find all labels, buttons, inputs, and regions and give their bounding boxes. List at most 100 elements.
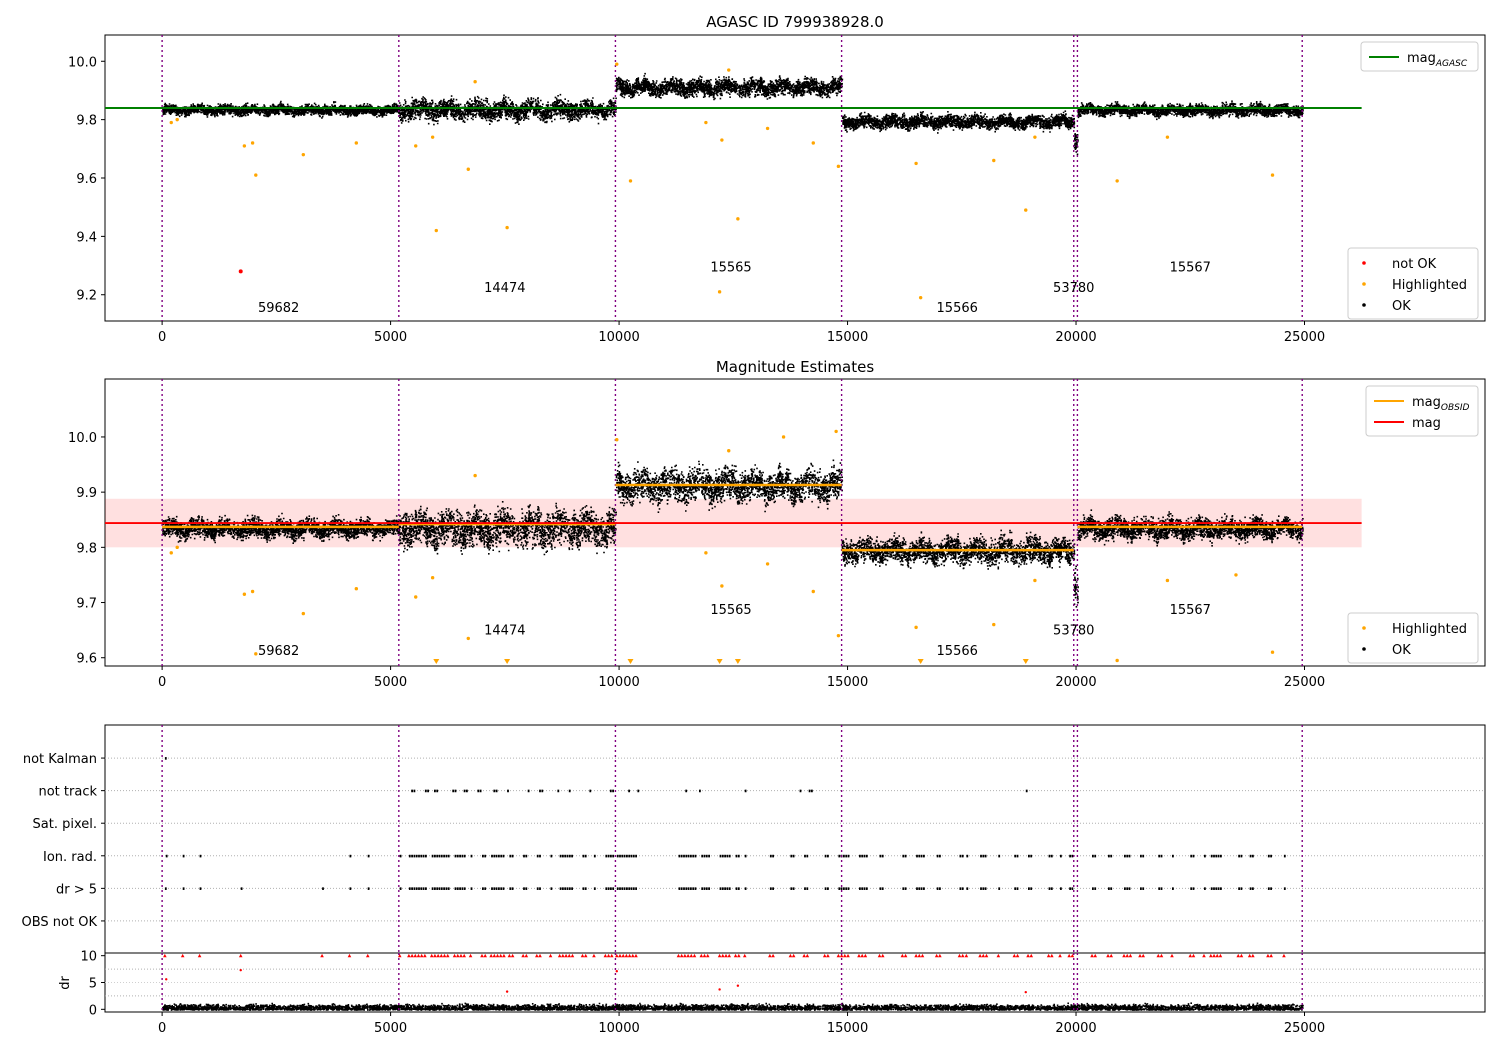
flag-point	[790, 887, 793, 890]
dr-clipped-point	[724, 953, 728, 958]
flag-point	[843, 854, 845, 858]
flag-point	[566, 887, 569, 890]
dr-clipped-point	[197, 953, 202, 958]
legend-dot-marker	[1362, 261, 1366, 265]
dr-clipped-point	[1026, 953, 1030, 958]
flag-point	[628, 887, 631, 890]
obsid-label: 15565	[710, 260, 751, 275]
flag-point	[1283, 854, 1286, 858]
flag-point	[728, 854, 731, 858]
highlighted-point	[414, 144, 418, 148]
flag-point	[425, 887, 427, 890]
dr-clipped-point	[1128, 953, 1133, 958]
dr-clipped-point	[627, 953, 632, 958]
dr-clipped-point	[692, 953, 697, 958]
dr-clipped-point	[570, 953, 575, 958]
dr-clipped-point	[934, 953, 939, 958]
y-tick-label: 9.6	[76, 172, 97, 187]
flag-point	[584, 887, 587, 890]
flag-point	[902, 887, 905, 890]
flag-point	[411, 887, 413, 890]
dr-clipped-point	[791, 953, 796, 958]
flag-point	[456, 854, 459, 858]
dr-clipped-point	[1070, 953, 1075, 958]
highlighted-point	[242, 592, 247, 596]
highlighted-point	[727, 449, 731, 453]
highlighted-point	[250, 141, 255, 145]
dr-clipped-point	[410, 953, 414, 958]
flag-point	[1048, 854, 1051, 858]
dr-clipped-point	[826, 953, 830, 958]
flag-point	[482, 854, 484, 858]
dr-clipped-point	[634, 953, 638, 958]
ok-points-segment	[615, 459, 844, 513]
flag-point	[843, 887, 845, 890]
x-tick-label: 20000	[1055, 675, 1096, 690]
flag-point	[1140, 854, 1142, 858]
flag-point	[827, 887, 829, 890]
flag-point	[628, 854, 631, 858]
highlighted-point	[430, 575, 435, 580]
dr-clipped-point	[938, 953, 942, 958]
dr-clipped-point	[445, 953, 450, 958]
flag-point	[744, 854, 747, 858]
flag-point	[584, 854, 587, 858]
dr-clipped-point	[347, 953, 352, 958]
dr-clipped-point	[914, 953, 918, 958]
highlighted-point	[836, 164, 841, 169]
x-tick-label: 5000	[374, 330, 407, 345]
flag-point	[1210, 887, 1213, 890]
flag-point	[1267, 854, 1270, 858]
x-tick-label: 25000	[1284, 1021, 1325, 1036]
flag-point	[1220, 887, 1222, 890]
dr-clipped-point	[583, 953, 588, 958]
dr-clipped-point	[1015, 953, 1020, 958]
flag-point	[493, 789, 496, 793]
flag-point	[918, 887, 921, 890]
dr-clipped-point	[1282, 953, 1286, 958]
flag-point	[923, 887, 925, 890]
flag-point	[495, 789, 498, 793]
flag-point	[690, 887, 692, 890]
flag-point	[1014, 887, 1017, 890]
dr-clipped-point	[429, 953, 434, 958]
flag-point	[438, 887, 441, 890]
dr-clipped-point	[416, 953, 421, 958]
legend-magnitude-bottom	[1347, 612, 1479, 664]
flag-point	[685, 887, 688, 890]
flag-point	[690, 854, 692, 858]
flag-point	[1108, 887, 1110, 890]
flag-point	[349, 887, 352, 890]
legend-label: Highlighted	[1392, 622, 1467, 637]
legend-label: OK	[1392, 643, 1411, 658]
flag-point	[367, 854, 370, 858]
highlighted-point	[175, 117, 179, 122]
flag-point	[610, 854, 612, 858]
legend-agasc-top	[1360, 41, 1479, 72]
dr-clipped-point	[548, 953, 553, 958]
flag-point	[1240, 854, 1243, 858]
flag-point	[527, 789, 530, 793]
flag-point	[536, 854, 539, 858]
dr-clipped-point	[507, 953, 512, 958]
highlighted-point	[1270, 173, 1275, 177]
flag-point	[1030, 854, 1033, 858]
highlighted-point	[765, 562, 770, 566]
highlighted-point	[1033, 578, 1037, 583]
flag-point	[413, 887, 416, 890]
panel-flags-frame	[104, 724, 1486, 954]
flag-point	[619, 887, 621, 890]
flag-point	[470, 854, 473, 858]
flag-point	[550, 854, 553, 858]
flag-point	[1069, 854, 1071, 858]
ok-points-segment	[162, 100, 401, 119]
clipped-point-marker	[734, 659, 741, 664]
flag-point	[680, 854, 683, 858]
flag-point	[463, 789, 466, 793]
flag-point	[571, 887, 573, 890]
flag-point	[865, 854, 868, 858]
flag-point	[1204, 854, 1206, 858]
dr-clipped-point	[468, 953, 473, 958]
dr-clipped-point	[459, 953, 463, 958]
flag-point	[523, 887, 525, 890]
